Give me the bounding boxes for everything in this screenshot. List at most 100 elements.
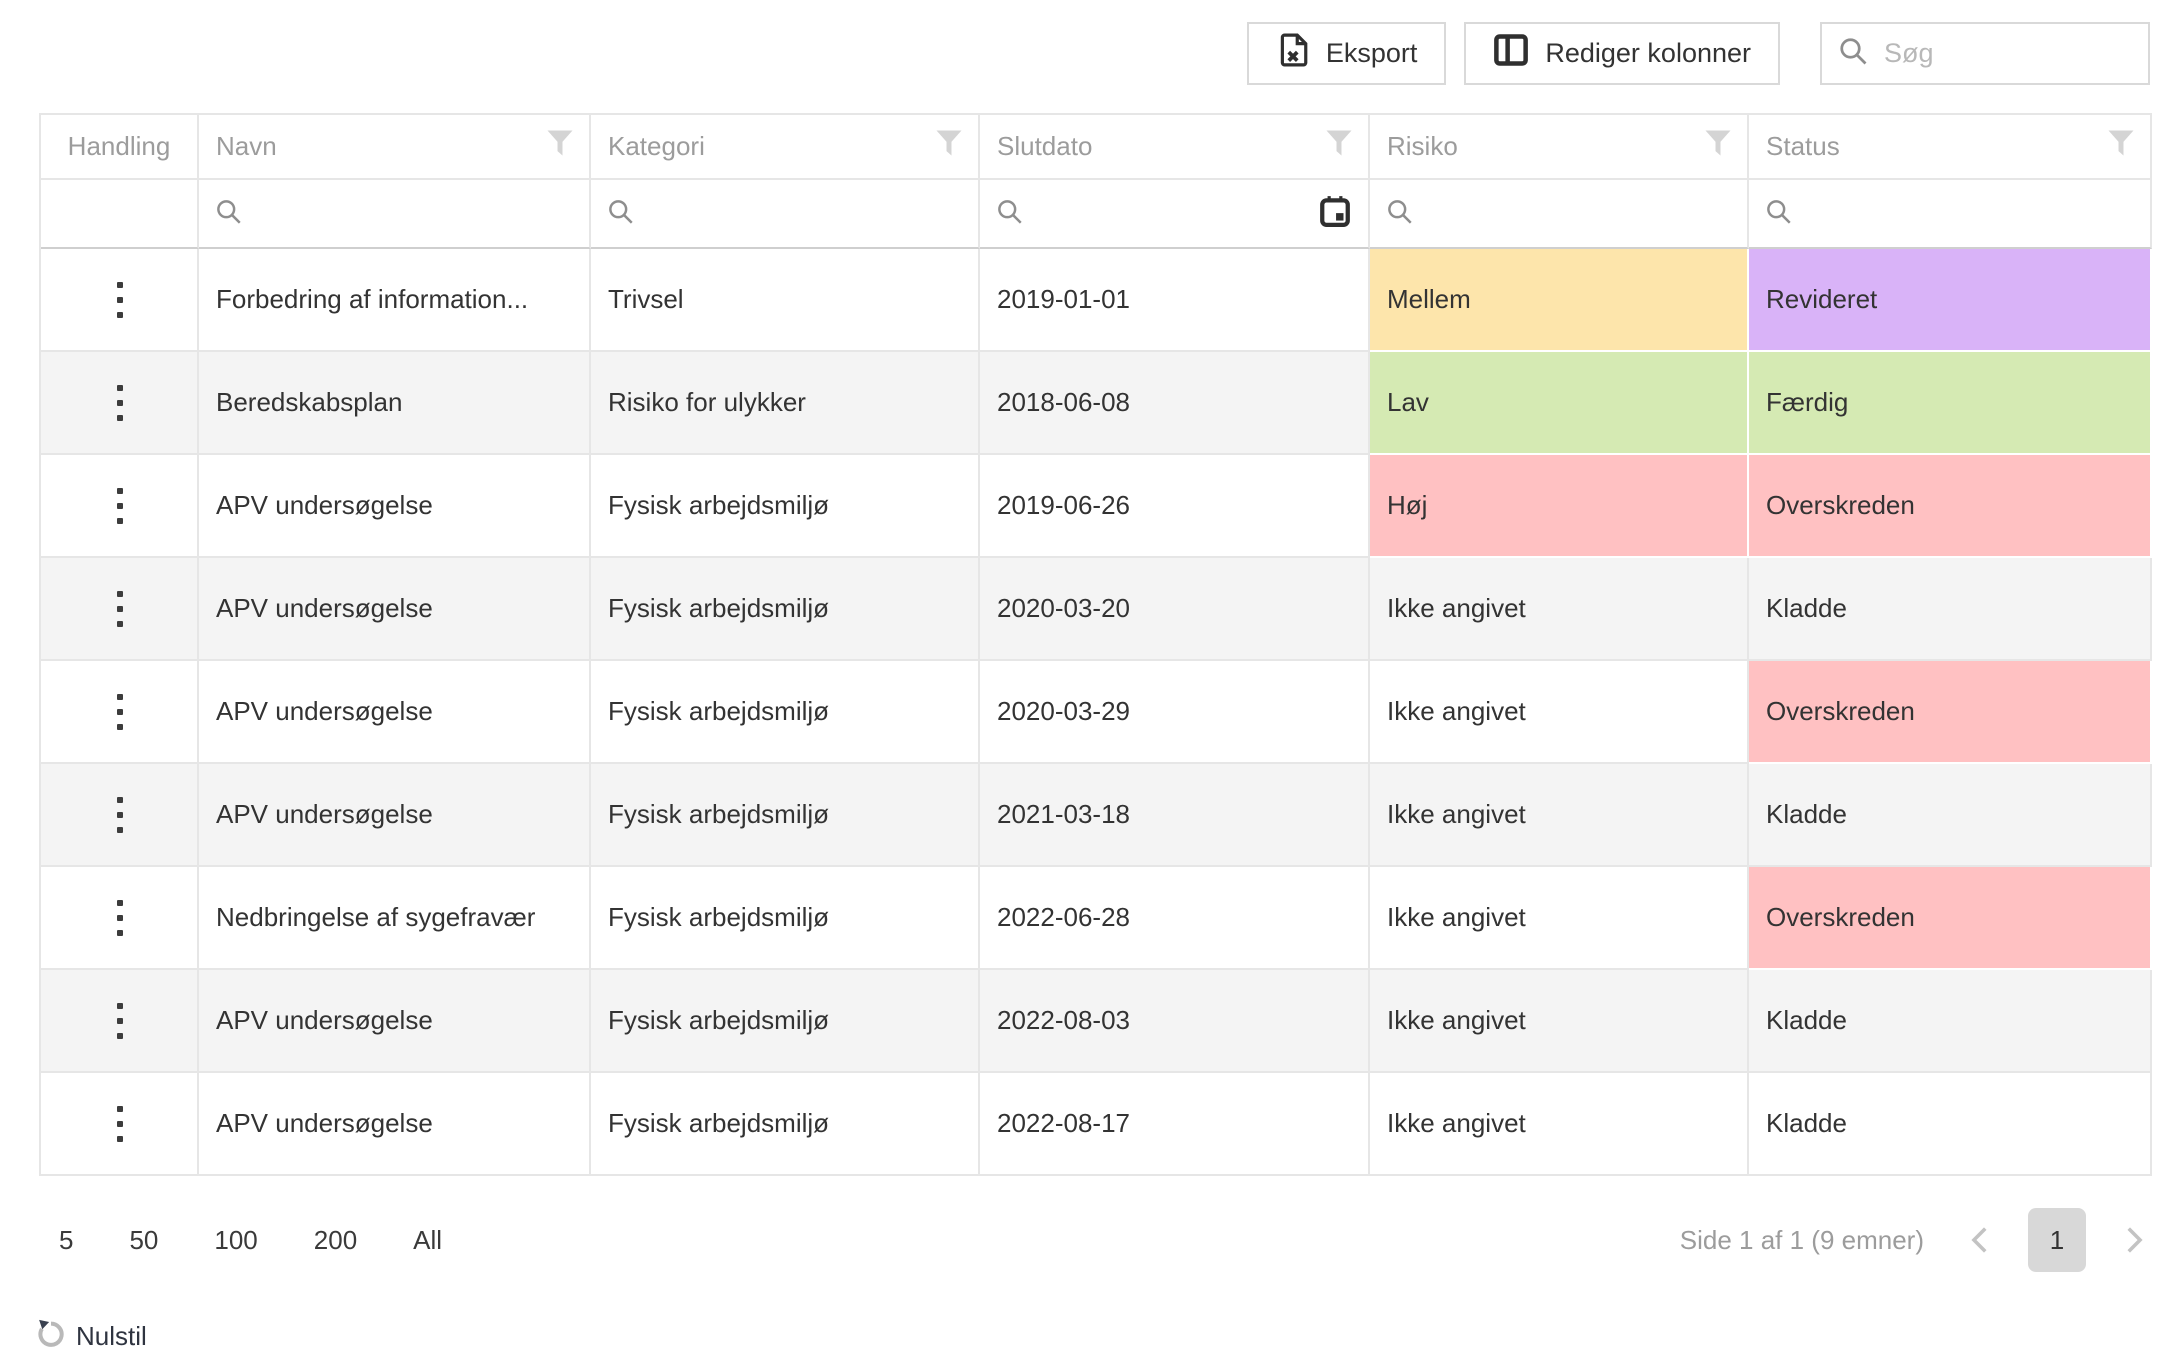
status-cell: Overskreden bbox=[1749, 867, 2152, 970]
category-cell: Fysisk arbejdsmiljø bbox=[591, 867, 980, 970]
filter-funnel-icon[interactable] bbox=[545, 129, 575, 164]
end-date-cell: 2020-03-20 bbox=[980, 558, 1370, 661]
end-date-cell: 2022-08-17 bbox=[980, 1073, 1370, 1176]
category-cell: Fysisk arbejdsmiljø bbox=[591, 970, 980, 1073]
export-button[interactable]: Eksport bbox=[1246, 22, 1447, 85]
filter-funnel-icon[interactable] bbox=[1703, 129, 1733, 164]
category-cell: Fysisk arbejdsmiljø bbox=[591, 1073, 980, 1176]
filter-kategori-input[interactable] bbox=[591, 180, 980, 249]
end-date-cell: 2018-06-08 bbox=[980, 352, 1370, 455]
table-row: APV undersøgelse Fysisk arbejdsmiljø 2019-… bbox=[41, 455, 2152, 558]
edit-columns-button[interactable]: Rediger kolonner bbox=[1464, 22, 1780, 85]
name-cell: Beredskabsplan bbox=[199, 352, 591, 455]
search-input[interactable] bbox=[1882, 37, 2132, 70]
page-size-option[interactable]: All bbox=[413, 1224, 443, 1255]
page-size-option[interactable]: 100 bbox=[214, 1224, 258, 1255]
page-size-option[interactable]: 50 bbox=[129, 1224, 159, 1255]
undo-icon bbox=[36, 1318, 66, 1355]
search-icon bbox=[607, 199, 634, 229]
risk-cell: Lav bbox=[1370, 352, 1749, 455]
row-menu-kebab-icon[interactable] bbox=[107, 890, 133, 946]
previous-page-button[interactable] bbox=[1964, 1223, 1998, 1257]
action-cell bbox=[41, 764, 199, 867]
row-menu-kebab-icon[interactable] bbox=[107, 787, 133, 843]
export-file-icon bbox=[1276, 33, 1310, 74]
row-menu-kebab-icon[interactable] bbox=[107, 993, 133, 1049]
column-header-status[interactable]: Status bbox=[1749, 115, 2152, 180]
filter-row bbox=[41, 180, 2152, 249]
filter-risiko-input[interactable] bbox=[1370, 180, 1749, 249]
action-cell bbox=[41, 455, 199, 558]
category-cell: Fysisk arbejdsmiljø bbox=[591, 558, 980, 661]
action-cell bbox=[41, 1073, 199, 1176]
action-cell bbox=[41, 249, 199, 352]
table-row: APV undersøgelse Fysisk arbejdsmiljø 2022-… bbox=[41, 970, 2152, 1073]
action-cell bbox=[41, 661, 199, 764]
table-row: APV undersøgelse Fysisk arbejdsmiljø 2020-… bbox=[41, 558, 2152, 661]
column-header-kategori[interactable]: Kategori bbox=[591, 115, 980, 180]
end-date-cell: 2022-08-03 bbox=[980, 970, 1370, 1073]
column-header-handling: Handling bbox=[41, 115, 199, 180]
pagination-bar: 5 50 100 200 All Side 1 af 1 (9 emner) 1 bbox=[39, 1200, 2150, 1280]
risk-cell: Ikke angivet bbox=[1370, 661, 1749, 764]
name-cell: APV undersøgelse bbox=[199, 1073, 591, 1176]
table-row: Beredskabsplan Risiko for ulykker 2018-06-… bbox=[41, 352, 2152, 455]
row-menu-kebab-icon[interactable] bbox=[107, 684, 133, 740]
action-cell bbox=[41, 558, 199, 661]
end-date-cell: 2019-06-26 bbox=[980, 455, 1370, 558]
table-body: Forbedring af information... Trivsel 2019-… bbox=[41, 249, 2152, 1176]
columns-icon bbox=[1493, 32, 1529, 75]
search-icon bbox=[215, 199, 242, 229]
page-summary: Side 1 af 1 (9 emner) bbox=[1679, 1224, 1924, 1255]
table-row: APV undersøgelse Fysisk arbejdsmiljø 2021-… bbox=[41, 764, 2152, 867]
page-size-option[interactable]: 200 bbox=[313, 1224, 358, 1255]
status-cell: Overskreden bbox=[1749, 661, 2152, 764]
name-cell: APV undersøgelse bbox=[199, 764, 591, 867]
action-cell bbox=[41, 867, 199, 970]
action-cell bbox=[41, 970, 199, 1073]
column-header-navn[interactable]: Navn bbox=[199, 115, 591, 180]
filter-funnel-icon[interactable] bbox=[1324, 129, 1354, 164]
risk-cell: Ikke angivet bbox=[1370, 867, 1749, 970]
column-header-risiko[interactable]: Risiko bbox=[1370, 115, 1749, 180]
next-page-button[interactable] bbox=[2116, 1223, 2150, 1257]
search-icon bbox=[996, 198, 1023, 230]
header-row: Handling Navn Kategori bbox=[41, 115, 2152, 180]
filter-slutdato-input[interactable] bbox=[980, 180, 1370, 249]
status-cell: Kladde bbox=[1749, 558, 2152, 661]
risk-cell: Ikke angivet bbox=[1370, 1073, 1749, 1176]
row-menu-kebab-icon[interactable] bbox=[107, 272, 133, 328]
filter-handling-cell bbox=[41, 180, 199, 249]
search-icon bbox=[1838, 36, 1868, 71]
calendar-icon[interactable] bbox=[1318, 194, 1352, 233]
filter-navn-input[interactable] bbox=[199, 180, 591, 249]
risk-cell: Ikke angivet bbox=[1370, 558, 1749, 661]
pager: Side 1 af 1 (9 emner) 1 bbox=[1680, 1208, 2150, 1272]
current-page-button[interactable]: 1 bbox=[2028, 1208, 2086, 1272]
row-menu-kebab-icon[interactable] bbox=[107, 375, 133, 431]
status-cell: Kladde bbox=[1749, 970, 2152, 1073]
category-cell: Fysisk arbejdsmiljø bbox=[591, 764, 980, 867]
row-menu-kebab-icon[interactable] bbox=[107, 581, 133, 637]
table-row: APV undersøgelse Fysisk arbejdsmiljø 2022-… bbox=[41, 1073, 2152, 1176]
column-header-slutdato[interactable]: Slutdato bbox=[980, 115, 1370, 180]
search-icon bbox=[1765, 199, 1792, 229]
reset-button[interactable]: Nulstil bbox=[36, 1318, 147, 1355]
end-date-cell: 2019-01-01 bbox=[980, 249, 1370, 352]
name-cell: Nedbringelse af sygefravær bbox=[199, 867, 591, 970]
end-date-cell: 2022-06-28 bbox=[980, 867, 1370, 970]
filter-status-input[interactable] bbox=[1749, 180, 2152, 249]
filter-funnel-icon[interactable] bbox=[934, 129, 964, 164]
status-cell: Revideret bbox=[1749, 249, 2152, 352]
end-date-cell: 2021-03-18 bbox=[980, 764, 1370, 867]
global-search bbox=[1820, 22, 2150, 85]
status-cell: Overskreden bbox=[1749, 455, 2152, 558]
search-icon bbox=[1386, 199, 1413, 229]
filter-funnel-icon[interactable] bbox=[2106, 129, 2136, 164]
toolbar: Eksport Rediger kolonner bbox=[0, 0, 2176, 85]
row-menu-kebab-icon[interactable] bbox=[107, 1096, 133, 1152]
row-menu-kebab-icon[interactable] bbox=[107, 478, 133, 534]
name-cell: Forbedring af information... bbox=[199, 249, 591, 352]
page-size-option[interactable]: 5 bbox=[59, 1224, 74, 1255]
action-cell bbox=[41, 352, 199, 455]
